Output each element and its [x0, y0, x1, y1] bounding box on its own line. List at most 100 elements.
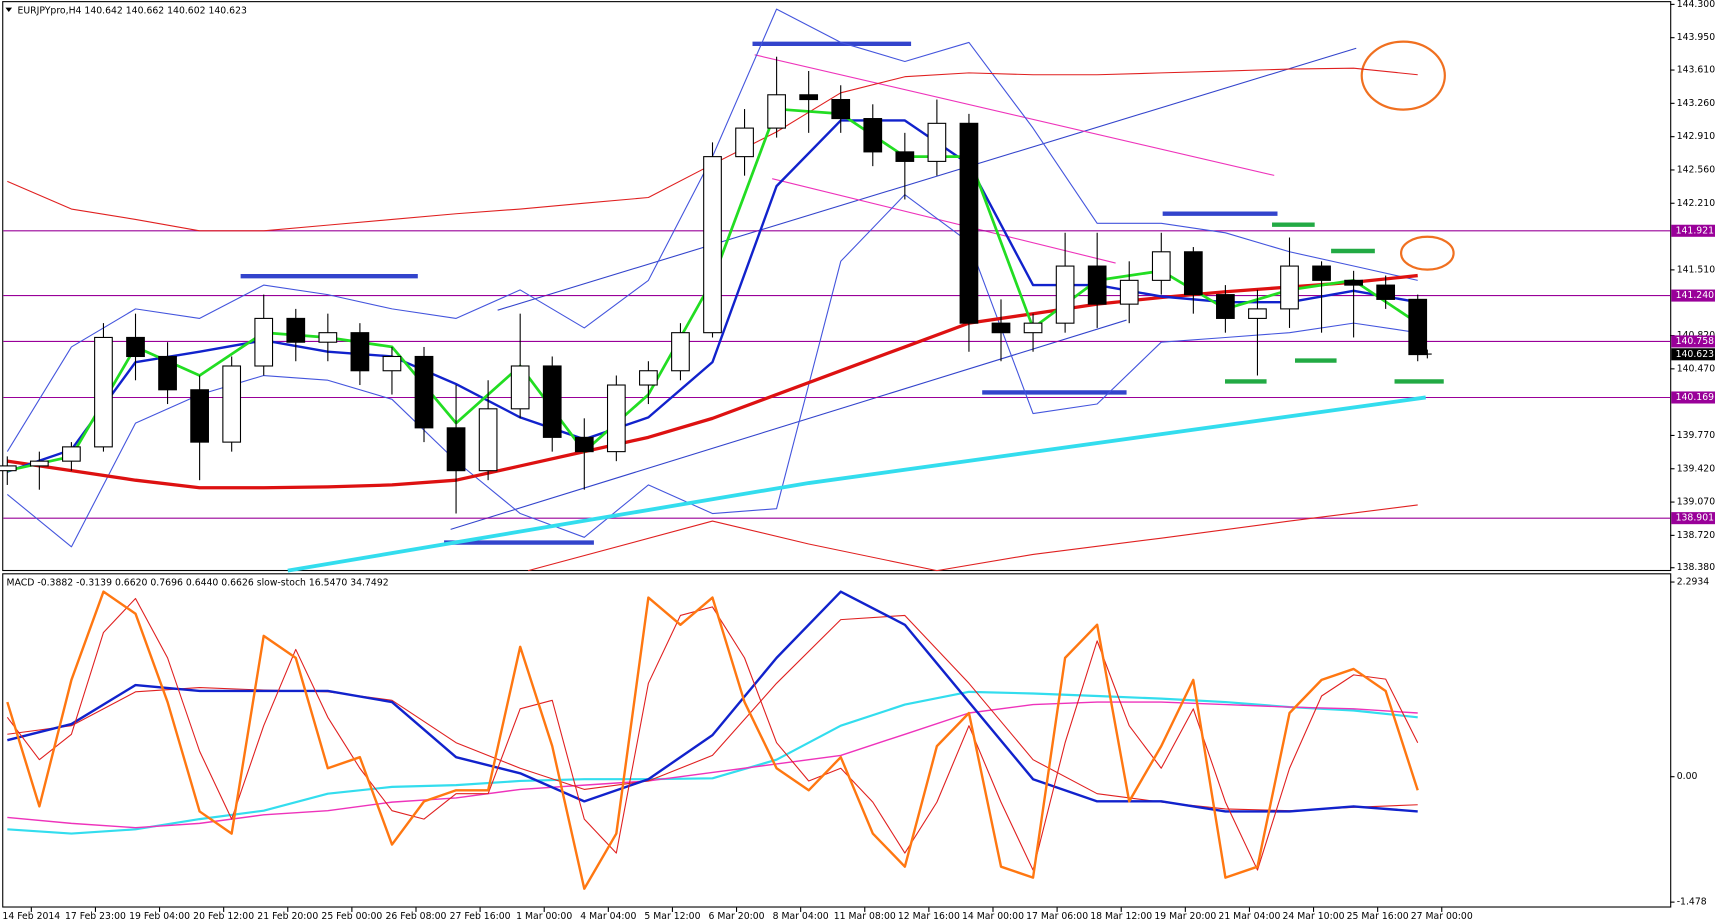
y-tick-label: 142.210: [1677, 198, 1715, 209]
trend-line: [772, 178, 1116, 264]
candle-body: [1023, 322, 1043, 334]
x-tick-label: 8 Mar 04:00: [773, 911, 829, 922]
trend-line: [497, 47, 1357, 311]
candle-body: [190, 389, 209, 443]
candle-body: [767, 94, 786, 129]
x-tick-label: 19 Feb 04:00: [129, 911, 190, 922]
candle-body: [1344, 279, 1363, 286]
y-tick-label: 144.300: [1677, 0, 1715, 10]
y-tick-label: 143.610: [1677, 65, 1715, 76]
y-tick-label: -1.478: [1677, 897, 1707, 908]
trend-line: [754, 54, 1275, 176]
price-header: EURJPYpro,H4 140.642 140.662 140.602 140…: [18, 5, 247, 16]
candle-body: [158, 355, 177, 391]
candle-body: [671, 332, 690, 372]
candle-body: [126, 336, 145, 358]
x-tick-label: 24 Mar 10:00: [1283, 911, 1345, 922]
indicator-header: MACD -0.3882 -0.3139 0.6620 0.7696 0.644…: [7, 578, 389, 589]
candle-body: [350, 332, 370, 372]
x-tick-label: 1 Mar 00:00: [516, 911, 572, 922]
x-tick-label: 27 Feb 16:00: [450, 911, 511, 922]
green-marks: [1225, 222, 1444, 384]
x-tick-label: 17 Mar 06:00: [1026, 911, 1088, 922]
y-tick-label: 142.910: [1677, 131, 1715, 142]
candle-body: [1216, 294, 1235, 319]
candle-body: [286, 317, 306, 343]
candle-body: [1151, 251, 1171, 281]
candle-body: [574, 436, 594, 453]
indicator-line: [6, 597, 1419, 871]
indicator-line: [6, 590, 1419, 890]
candle-body: [831, 98, 851, 120]
y-tick-label: 141.510: [1677, 264, 1715, 275]
candle-body: [222, 365, 242, 443]
last-price-label: 140.623: [1676, 349, 1714, 360]
candle-body: [0, 465, 17, 472]
level-tag: [1671, 289, 1715, 302]
candle-body: [254, 317, 274, 367]
candle-body: [606, 384, 626, 453]
candle-body: [1055, 265, 1075, 324]
candle-body: [927, 122, 947, 162]
level-tag: [1671, 335, 1715, 348]
highlight-circle: [1400, 235, 1455, 271]
candle-body: [1312, 265, 1331, 281]
x-tick-label: 14 Feb 2014: [2, 911, 60, 922]
candle-body: [94, 336, 113, 448]
level-tag-label: 140.169: [1676, 392, 1714, 403]
indicator-line: [6, 119, 1418, 473]
level-tag: [1671, 224, 1715, 237]
candle-body: [542, 365, 562, 438]
price-panel: [2, 1, 1672, 572]
candle-body: [735, 127, 754, 158]
candle-body: [414, 355, 434, 429]
x-tick-label: 21 Feb 20:00: [257, 911, 318, 922]
candle-body: [446, 427, 466, 472]
y-tick-label: 140.470: [1677, 363, 1715, 374]
x-tick-label: 27 Mar 00:00: [1411, 911, 1473, 922]
x-tick-label: 26 Feb 08:00: [386, 911, 447, 922]
level-tag: [1671, 512, 1715, 525]
y-tick-label: 139.070: [1677, 497, 1715, 508]
candle-body: [703, 156, 722, 334]
x-tick-label: 19 Mar 20:00: [1154, 911, 1216, 922]
candle-body: [863, 118, 883, 153]
indicator-line: [287, 395, 1426, 573]
candle-body: [799, 94, 819, 101]
candle-body: [1248, 308, 1267, 319]
candle-body: [895, 151, 915, 162]
level-tag-label: 141.240: [1676, 290, 1714, 301]
indicator-line: [7, 273, 1418, 490]
indicator-panel: [2, 573, 1672, 908]
y-tick-label: 0.00: [1677, 771, 1698, 782]
level-tag-label: 138.901: [1676, 513, 1714, 524]
indicator-line: [6, 194, 1418, 548]
candle-body: [62, 446, 81, 462]
candle-body: [991, 322, 1011, 334]
candle-body: [478, 408, 498, 472]
candle-body: [1087, 265, 1107, 305]
y-tick-label: 142.560: [1677, 164, 1715, 175]
x-tick-label: 12 Mar 16:00: [898, 911, 960, 922]
x-tick-label: 21 Mar 04:00: [1218, 911, 1280, 922]
y-tick-label: 143.260: [1677, 98, 1715, 109]
y-tick-label: 138.380: [1677, 562, 1715, 573]
last-price-tag: [1671, 348, 1715, 361]
x-tick-label: 14 Mar 00:00: [962, 911, 1024, 922]
y-tick-label: 2.2934: [1677, 577, 1710, 588]
candle-body: [1408, 298, 1428, 356]
candle-body: [382, 355, 402, 372]
indicator-line: [7, 590, 1418, 813]
y-tick-label: 143.950: [1677, 32, 1715, 43]
level-tag: [1671, 391, 1715, 404]
candle-body: [959, 122, 979, 324]
x-tick-label: 25 Mar 16:00: [1347, 911, 1409, 922]
x-tick-label: 11 Mar 08:00: [834, 911, 896, 922]
x-tick-label: 18 Mar 12:00: [1090, 911, 1152, 922]
y-tick-label: 138.720: [1677, 530, 1715, 541]
x-tick-label: 6 Mar 20:00: [708, 911, 764, 922]
indicator-line: [528, 504, 1418, 572]
level-tag-label: 141.921: [1676, 225, 1714, 236]
